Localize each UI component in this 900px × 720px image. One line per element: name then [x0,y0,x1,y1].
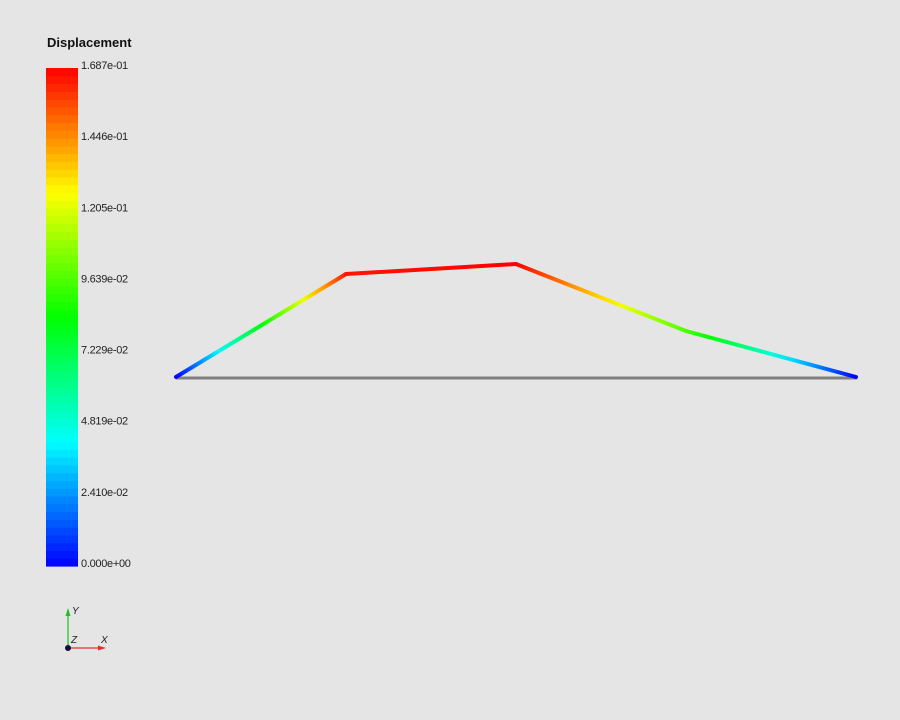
y-arrow-head-icon [65,608,71,616]
colorbar-tick-label: 1.446e-01 [81,131,128,143]
x-arrow-head-icon [98,645,106,651]
colorbar-band [46,457,78,466]
colorbar-title: Displacement [47,35,132,50]
colorbar-tick-label: 4.819e-02 [81,416,128,428]
colorbar-band [46,519,78,528]
colorbar-band [46,340,78,349]
colorbar-band [46,278,78,287]
colorbar-band [46,223,78,233]
colorbar-band [46,418,78,427]
colorbar-band [46,153,78,162]
beam-segment [684,329,858,379]
colorbar-band [46,293,78,303]
colorbar-band [46,441,78,450]
colorbar-band [46,480,78,489]
colorbar-band [46,231,78,240]
colorbar-band [46,75,78,85]
beam-segment [514,262,688,333]
colorbar-band [46,130,78,139]
colorbar-band [46,394,78,404]
z-axis-dot-icon [65,645,71,651]
colorbar-band [46,301,78,310]
colorbar-band [46,495,78,505]
colorbar-band [46,425,78,435]
beam-segment [344,262,518,276]
colorbar-band [46,169,78,178]
colorbar-band [46,138,78,147]
colorbar-band [46,488,78,497]
colorbar-band [46,433,78,443]
colorbar-band [46,99,78,108]
colorbar-band [46,449,78,458]
colorbar-band [46,379,78,388]
colorbar-band [46,215,78,225]
colorbar-band [46,176,78,186]
colorbar-band [46,106,78,116]
colorbar-band [46,387,78,396]
colorbar-band [46,464,78,474]
colorbar-gradient [46,68,78,567]
x-axis-label: X [100,635,108,646]
colorbar-band [46,472,78,482]
beam-segment [174,272,348,379]
colorbar-band [46,309,78,318]
colorbar-band [46,511,78,520]
colorbar-tick-label: 2.410e-02 [81,487,128,499]
colorbar-band [46,262,78,271]
colorbar-band [46,542,78,552]
colorbar-band [46,122,78,131]
colorbar-band [46,324,78,334]
colorbar-band [46,239,78,248]
colorbar-band [46,363,78,373]
colorbar-band [46,355,78,365]
colorbar-band [46,200,78,209]
colorbar-band [46,91,78,100]
y-axis-label: Y [72,606,80,617]
colorbar-band [46,534,78,544]
colorbar-band [46,83,78,92]
colorbar-band [46,348,78,357]
colorbar-tick-label: 9.639e-02 [81,273,128,285]
colorbar-band [46,558,78,567]
colorbar-band [46,410,78,419]
z-axis-label: Z [70,635,78,646]
colorbar-band [46,285,78,295]
colorbar-ticks: 1.687e-01 1.446e-01 1.205e-01 9.639e-02 7.22… [81,60,131,570]
colorbar-tick-label: 1.205e-01 [81,202,128,214]
colorbar-band [46,114,78,124]
colorbar-band [46,371,78,380]
orientation-axes: Y X Z [65,606,108,651]
colorbar-band [46,503,78,513]
colorbar-band [46,527,78,536]
colorbar-band [46,208,78,217]
colorbar-band [46,402,78,411]
colorbar-band [46,145,78,155]
colorbar-band [46,317,78,326]
colorbar-band [46,184,78,194]
colorbar-tick-label: 1.687e-01 [81,60,128,72]
colorbar-band [46,192,78,201]
deformed-beam [174,262,858,379]
colorbar-band [46,550,78,559]
colorbar-band [46,68,78,77]
colorbar: Displacement 1.687e-01 1.446e-01 1.205e-01… [46,35,132,570]
colorbar-band [46,332,78,341]
colorbar-tick-label: 0.000e+00 [81,558,131,570]
colorbar-band [46,270,78,279]
colorbar-band [46,254,78,264]
colorbar-band [46,161,78,170]
colorbar-tick-label: 7.229e-02 [81,345,128,357]
colorbar-band [46,246,78,256]
